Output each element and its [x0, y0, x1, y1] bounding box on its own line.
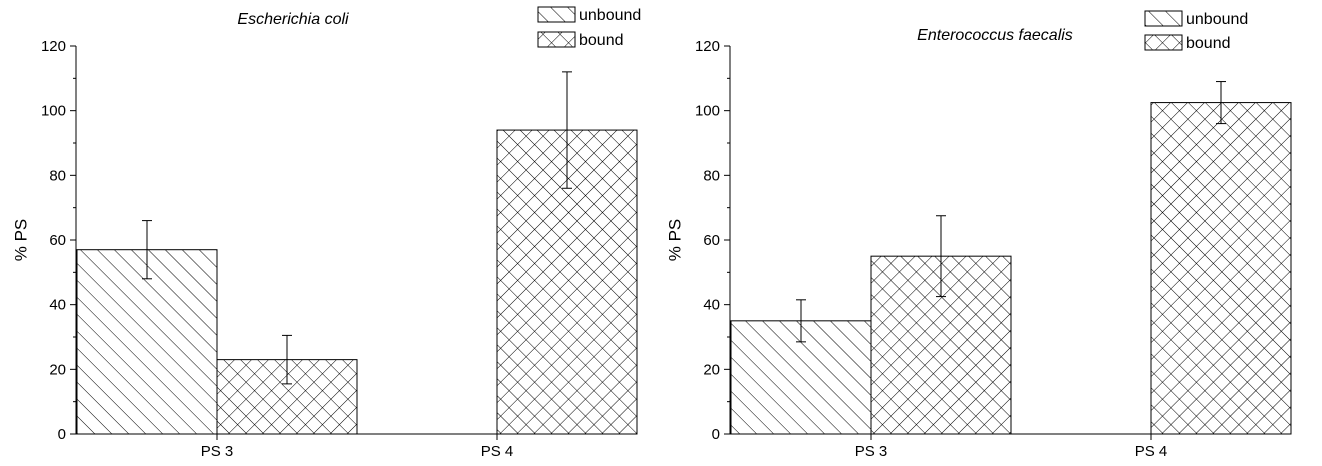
- legend-swatch-unbound: [537, 6, 576, 23]
- y-tick-label: 60: [703, 232, 720, 249]
- legend-swatch-unbound: [1144, 10, 1183, 27]
- y-tick-label: 120: [695, 38, 720, 55]
- x-tick-label: PS 3: [201, 443, 234, 460]
- chart-title: Enterococcus faecalis: [917, 27, 1073, 44]
- y-tick-label: 20: [703, 361, 720, 378]
- y-axis-label: % PS: [11, 219, 30, 262]
- legend-label-bound: bound: [1186, 35, 1231, 52]
- y-tick-label: 40: [703, 297, 720, 314]
- legend-swatch-bound: [537, 31, 576, 48]
- y-tick-label: 0: [712, 426, 720, 443]
- x-tick-label: PS 4: [481, 443, 514, 460]
- x-tick-label: PS 3: [855, 443, 888, 460]
- y-axis-label: % PS: [665, 219, 684, 262]
- chart-panel-enterococcus-faecalis: 0 20 40 60 80 100 120 % PS PS 3 PS 4 Enterococcus …: [665, 10, 1292, 460]
- chart-panel-escherichia-coli: 0 20 40 60 80 100 120 % PS PS 3 PS 4 Escherichia c…: [11, 6, 641, 460]
- legend-label-unbound: unbound: [579, 7, 641, 24]
- y-tick-label: 80: [703, 167, 720, 184]
- y-tick-label: 20: [49, 361, 66, 378]
- legend-swatch-bound: [1144, 34, 1183, 51]
- legend-label-bound: bound: [579, 32, 624, 49]
- x-tick-label: PS 4: [1135, 443, 1168, 460]
- y-tick-label: 60: [49, 232, 66, 249]
- bar-bound-ps-4: [1150, 102, 1292, 435]
- y-tick-label: 100: [41, 103, 66, 120]
- y-tick-label: 40: [49, 297, 66, 314]
- chart-title: Escherichia coli: [237, 11, 349, 28]
- bar-unbound-ps-3: [76, 249, 218, 435]
- legend-label-unbound: unbound: [1186, 11, 1248, 28]
- y-tick-label: 80: [49, 167, 66, 184]
- y-tick-label: 100: [695, 103, 720, 120]
- y-tick-label: 120: [41, 38, 66, 55]
- y-tick-label: 0: [58, 426, 66, 443]
